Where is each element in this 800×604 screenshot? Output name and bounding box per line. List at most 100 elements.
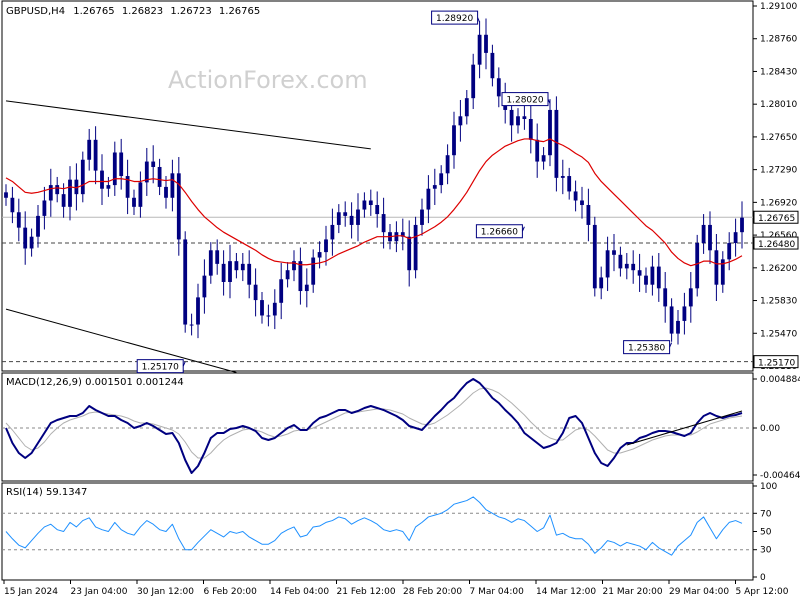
candle-body: [221, 263, 226, 282]
candle-body: [701, 224, 706, 244]
candle-body: [196, 297, 200, 325]
candle-body: [727, 243, 732, 260]
candle-body: [247, 263, 252, 285]
price-tick-label: 1.25470: [760, 329, 797, 339]
candle-body: [471, 64, 476, 99]
candle-body: [144, 161, 149, 183]
x-tick-label: 21 Feb 12:00: [337, 587, 396, 597]
candle-body: [330, 224, 335, 240]
candle-body: [676, 320, 680, 334]
candle-body: [650, 266, 655, 285]
current-price-tag-box: [753, 210, 799, 224]
price-tick-label: 1.27650: [760, 133, 797, 143]
x-tick-label: 30 Jan 12:00: [137, 587, 194, 597]
price-tick-label: 1.28010: [760, 100, 797, 110]
candle-body: [4, 192, 8, 198]
candle-body: [272, 302, 277, 316]
price-annotation-leader: [547, 98, 551, 104]
price-annotation-label: 1.25170: [142, 363, 179, 373]
x-tick-label: 5 Apr 12:00: [736, 587, 789, 597]
rsi-layer: 100 70 50 30 0: [2, 482, 777, 583]
macd-panel-frame: [1, 372, 754, 482]
x-tick-label: 29 Mar 04:00: [669, 587, 729, 597]
candle-body: [125, 176, 130, 198]
candle-body: [93, 139, 98, 171]
x-tick-label: 14 Mar 12:00: [536, 587, 596, 597]
price-annotation-leader: [182, 361, 186, 367]
candle-body: [106, 185, 111, 189]
candle-body: [477, 34, 482, 65]
candle-body: [253, 284, 258, 301]
candle-body: [509, 109, 514, 126]
macd-title: MACD(12,26,9) 0.001501 0.001244: [6, 377, 184, 388]
candle-body: [516, 116, 520, 126]
macd-tick-label: 0.004884: [760, 375, 800, 385]
x-tick-label: 28 Feb 20:00: [403, 587, 462, 597]
macd-tick-label: 0.00: [760, 424, 780, 434]
candle-body: [624, 263, 629, 269]
candle-body: [183, 239, 188, 325]
candle-body: [234, 261, 239, 271]
candle-body: [298, 261, 303, 292]
rsi-line: [5, 496, 743, 556]
price-annotation-leader: [521, 226, 525, 232]
candle-body: [420, 209, 424, 225]
level-tag-box: [753, 236, 799, 250]
candle-body: [240, 263, 245, 271]
macd-layer: 0.004884 0.00 -0.004645: [2, 375, 800, 481]
candle-body: [484, 34, 488, 53]
candle-body: [285, 270, 290, 280]
rsi-tick-label: 0: [760, 573, 766, 583]
level-tag-box: [753, 355, 799, 369]
candle-body: [663, 288, 668, 307]
candle-body: [669, 306, 674, 334]
price-tick-label: 1.29100: [760, 2, 797, 12]
macd-tick-label: -0.004645: [760, 471, 800, 481]
candle-body: [132, 197, 136, 207]
candle-body: [202, 275, 207, 298]
candle-body: [375, 205, 380, 215]
candle-body: [522, 116, 527, 119]
candle-body: [48, 185, 53, 201]
x-tick-label: 23 Jan 04:00: [71, 587, 128, 597]
candle-body: [68, 179, 72, 207]
candle-body: [208, 250, 213, 276]
price-annotation-leader: [669, 342, 673, 348]
rsi-title: RSI(14) 59.1347: [6, 487, 87, 498]
candle-body: [714, 250, 719, 285]
price-tick-label: 1.25830: [760, 297, 797, 307]
candle-body: [61, 194, 66, 207]
x-tick-label: 7 Mar 04:00: [470, 587, 525, 597]
price-annotations: 1.28920 1.28020 1.26660 1.25380 1.25170: [136, 10, 673, 374]
channel-line: [5, 100, 371, 150]
price-tick-label: 1.26200: [760, 264, 797, 274]
candle-body: [688, 288, 693, 307]
candle-body: [74, 179, 79, 195]
watermark: ActionForex.com: [168, 66, 368, 94]
candle-body: [29, 236, 34, 249]
price-annotation-label: 1.28020: [506, 96, 543, 106]
candle-body: [394, 232, 399, 242]
candle-body: [599, 277, 604, 289]
candle-body: [368, 200, 373, 206]
candle-body: [36, 215, 40, 237]
candle-body: [439, 173, 444, 186]
rsi-tick-label: 70: [760, 509, 772, 519]
candle-body: [464, 98, 469, 117]
candle-body: [400, 232, 405, 237]
candle-body: [432, 185, 437, 189]
candle-body: [580, 200, 584, 206]
price-tick-label: 1.28430: [760, 67, 797, 77]
macd-main-line: [5, 378, 743, 474]
candle-body: [164, 186, 168, 198]
candle-body: [548, 109, 552, 156]
candle-body: [16, 212, 21, 228]
moving-average-layer: [5, 138, 743, 267]
moving-average-line: [5, 138, 743, 267]
candle-body: [362, 200, 367, 210]
x-tick-label: 6 Feb 20:00: [204, 587, 258, 597]
candle-body: [592, 224, 597, 289]
price-annotation-label: 1.28920: [436, 14, 473, 24]
x-tick-label: 15 Jan 2024: [4, 587, 58, 597]
candle-body: [426, 188, 431, 210]
